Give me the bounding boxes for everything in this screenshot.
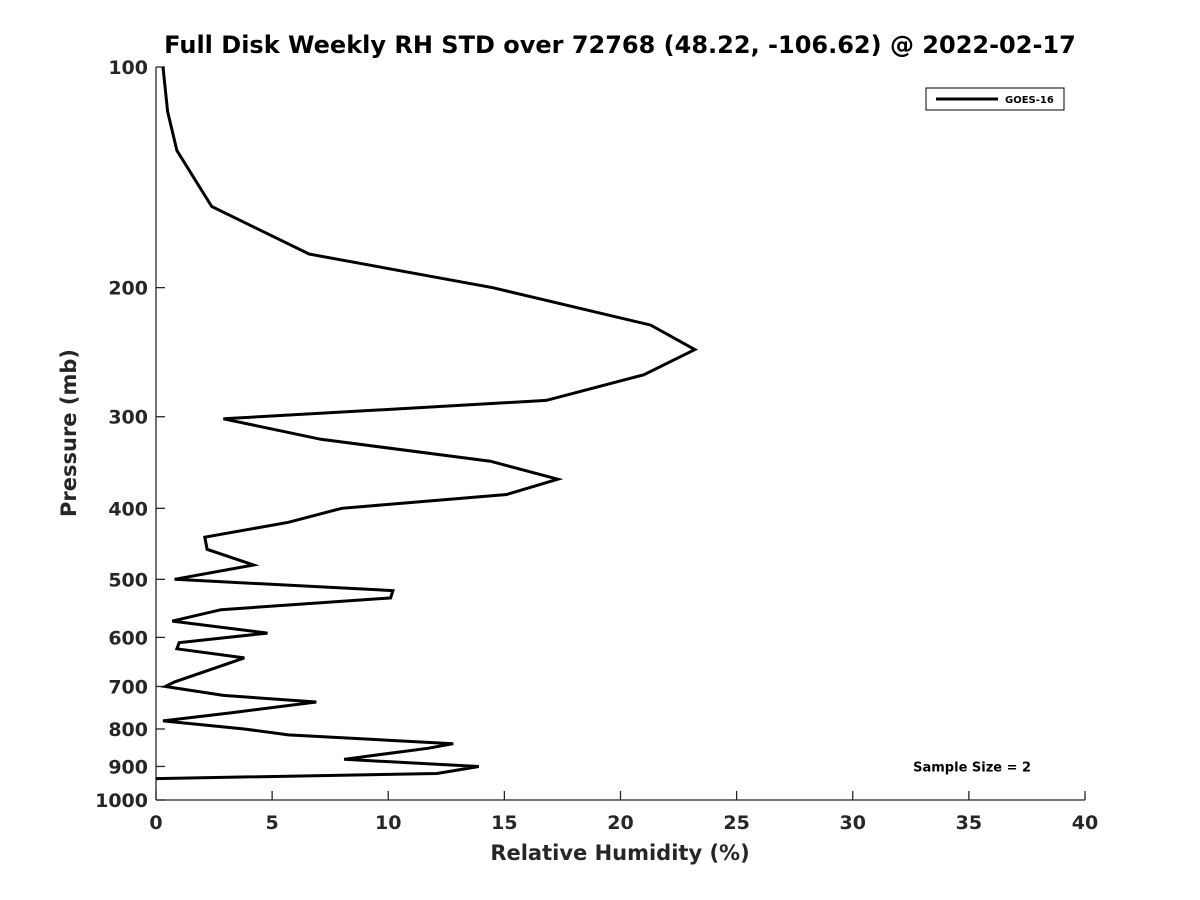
y-tick-label: 400 [108,498,148,520]
x-tick-label: 25 [723,812,749,834]
x-tick-label: 40 [1072,812,1098,834]
y-tick-label: 700 [108,676,148,698]
y-tick-label: 200 [108,278,148,300]
sample-size-annotation: Sample Size = 2 [913,760,1031,775]
y-axis-label: Pressure (mb) [57,349,81,517]
y-tick-label: 800 [108,719,148,741]
x-tick-label: 5 [266,812,279,834]
y-tick-label: 100 [108,57,148,79]
y-tick-label: 300 [108,407,148,429]
y-tick-label: 1000 [95,790,148,812]
x-tick-label: 10 [375,812,401,834]
y-tick-label: 600 [108,627,148,649]
legend: GOES-16 [925,87,1065,111]
chart-title: Full Disk Weekly RH STD over 72768 (48.2… [164,31,1076,59]
x-tick-label: 20 [607,812,633,834]
x-tick-label: 35 [956,812,982,834]
series-line-goes-16 [155,66,699,781]
y-tick-label: 500 [108,569,148,591]
legend-label-goes-16: GOES-16 [1005,95,1054,106]
y-axis-ticks: 100 200 300 400 500 600 700 800 900 1000 [95,57,165,812]
x-axis-label: Relative Humidity (%) [490,841,749,865]
x-tick-label: 0 [149,812,162,834]
y-tick-label: 900 [108,756,148,778]
x-axis-ticks: 0 5 10 15 20 25 30 35 40 [149,791,1098,834]
x-tick-label: 30 [840,812,866,834]
x-tick-label: 15 [491,812,517,834]
plot-area: 0 5 10 15 20 25 30 35 40 100 200 300 400 500 600 700 80… [95,57,1098,834]
